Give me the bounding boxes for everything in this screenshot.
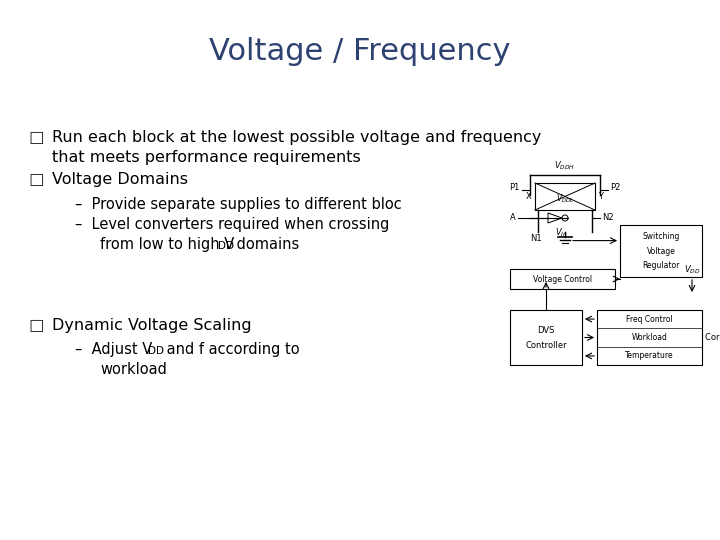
Text: ☐: ☐ xyxy=(28,172,44,190)
Text: N1: N1 xyxy=(530,234,542,243)
Text: domains: domains xyxy=(232,237,300,252)
Bar xyxy=(620,225,702,277)
Text: $V_{DDL}$: $V_{DDL}$ xyxy=(556,192,574,205)
Text: –  Adjust V: – Adjust V xyxy=(75,342,152,357)
Text: $V_{DDH}$: $V_{DDH}$ xyxy=(554,159,575,172)
Text: $V_{DD}$: $V_{DD}$ xyxy=(684,264,701,276)
Bar xyxy=(510,310,582,365)
Bar xyxy=(597,310,702,365)
Text: Controller: Controller xyxy=(525,341,567,350)
Text: DD: DD xyxy=(218,241,234,251)
Text: P2: P2 xyxy=(610,183,621,192)
Text: Voltage Domains: Voltage Domains xyxy=(52,172,188,187)
Text: Run each block at the lowest possible voltage and frequency: Run each block at the lowest possible vo… xyxy=(52,130,541,145)
Text: Switching: Switching xyxy=(642,232,680,241)
Text: Regulator: Regulator xyxy=(642,261,680,270)
Text: Voltage Control: Voltage Control xyxy=(533,274,592,284)
Bar xyxy=(535,183,595,210)
Text: and f according to: and f according to xyxy=(162,342,300,357)
Text: DVS: DVS xyxy=(537,326,554,335)
Text: Freq Control: Freq Control xyxy=(626,315,673,323)
Text: workload: workload xyxy=(100,362,167,377)
Text: from low to high V: from low to high V xyxy=(100,237,234,252)
Text: Voltage / Frequency: Voltage / Frequency xyxy=(210,37,510,66)
Text: Dynamic Voltage Scaling: Dynamic Voltage Scaling xyxy=(52,318,251,333)
Text: Core Logic: Core Logic xyxy=(705,333,720,342)
Text: that meets performance requirements: that meets performance requirements xyxy=(52,150,361,165)
Text: Workload: Workload xyxy=(631,333,667,342)
Text: –  Provide separate supplies to different bloc: – Provide separate supplies to different… xyxy=(75,197,402,212)
Text: Voltage: Voltage xyxy=(647,246,675,255)
Text: Temperature: Temperature xyxy=(625,352,674,360)
Text: $V_{In}$: $V_{In}$ xyxy=(555,226,568,239)
Text: X: X xyxy=(526,192,532,201)
Text: N2: N2 xyxy=(602,213,613,222)
Text: P1: P1 xyxy=(510,183,520,192)
Text: ☐: ☐ xyxy=(28,318,44,336)
Bar xyxy=(510,269,615,289)
Text: Y: Y xyxy=(598,192,603,201)
Text: ☐: ☐ xyxy=(28,130,44,148)
Text: A: A xyxy=(510,213,516,222)
Text: –  Level converters required when crossing: – Level converters required when crossin… xyxy=(75,217,390,232)
Text: DD: DD xyxy=(148,346,164,356)
